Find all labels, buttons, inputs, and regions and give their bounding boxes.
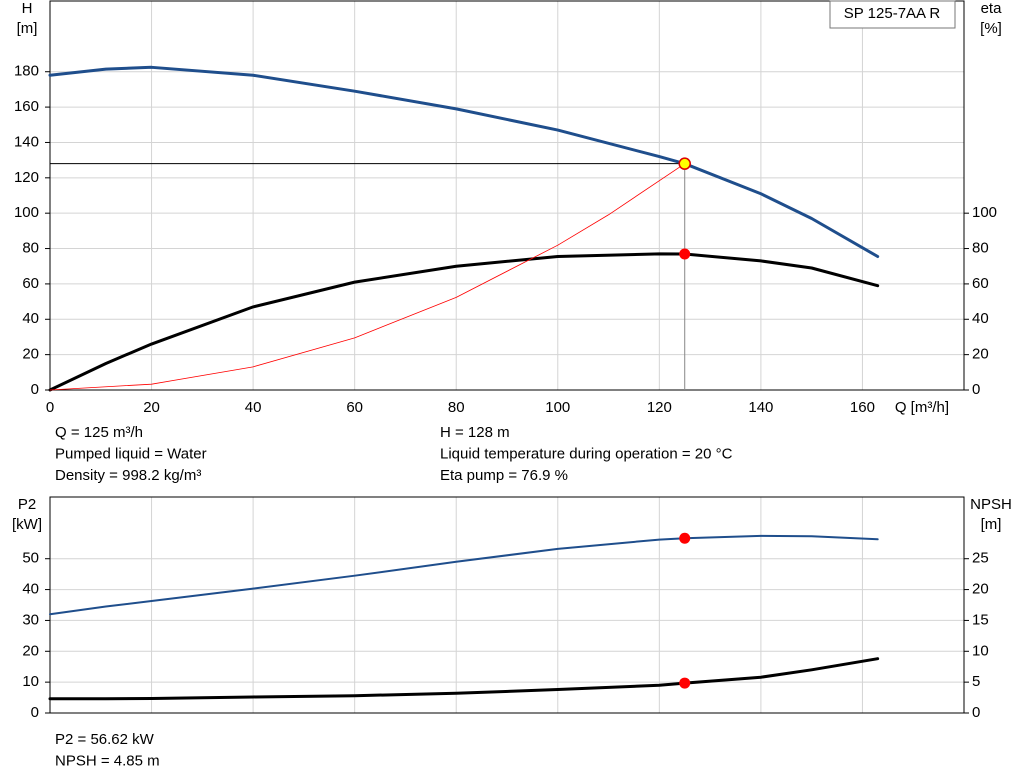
y2-tick-label: 5 (972, 673, 980, 690)
y-tick-label: 40 (22, 310, 39, 327)
x-tick-label: 60 (346, 399, 363, 416)
y-tick-label: 80 (22, 240, 39, 257)
x-tick-label: 20 (143, 399, 160, 416)
curve (48, 65, 880, 258)
info-text: Eta pump = 76.9 % (440, 467, 568, 484)
y2-tick-label: 20 (972, 346, 989, 363)
y2-tick-label: 25 (972, 550, 989, 567)
curve (48, 252, 880, 392)
y-tick-label: 160 (14, 98, 39, 115)
x-tick-label: 100 (545, 399, 570, 416)
plot-border (49, 0, 965, 391)
y2-tick-label: 0 (972, 381, 980, 398)
operating-point (679, 677, 691, 689)
y2-tick-label: 100 (972, 204, 997, 221)
x-tick-label: 140 (748, 399, 773, 416)
y-axis-unit: [m] (17, 20, 38, 37)
y-tick-label: 0 (31, 704, 39, 721)
x-tick-label: 120 (647, 399, 672, 416)
y-tick-label: 100 (14, 204, 39, 221)
info-text: Pumped liquid = Water (55, 445, 207, 462)
y2-tick-label: 20 (972, 581, 989, 598)
tag-label: SP 125-7AA R (844, 5, 941, 22)
info-text: Liquid temperature during operation = 20… (440, 445, 733, 462)
y2-tick-label: 40 (972, 310, 989, 327)
y-tick-label: 120 (14, 169, 39, 186)
plot-area (50, 497, 964, 713)
info-text: NPSH = 4.85 m (55, 752, 160, 769)
operating-point (679, 532, 691, 544)
y2-tick-label: 15 (972, 611, 989, 628)
y2-axis-unit: [%] (980, 20, 1002, 37)
y2-axis-label: NPSH (970, 496, 1012, 513)
y-tick-label: 20 (22, 642, 39, 659)
curve (49, 534, 879, 616)
y-axis-label: P2 (18, 496, 36, 513)
operating-point (678, 157, 691, 170)
y2-tick-label: 10 (972, 642, 989, 659)
info-text: P2 = 56.62 kW (55, 731, 155, 748)
y-tick-label: 180 (14, 63, 39, 80)
y-tick-label: 40 (22, 581, 39, 598)
tag-box (829, 0, 956, 29)
y2-tick-label: 80 (972, 240, 989, 257)
info-text: Density = 998.2 kg/m³ (55, 467, 201, 484)
y-axis-unit: [kW] (12, 516, 42, 533)
y-tick-label: 140 (14, 133, 39, 150)
y-tick-label: 0 (31, 381, 39, 398)
y-tick-label: 10 (22, 673, 39, 690)
x-tick-label: 80 (448, 399, 465, 416)
y-tick-label: 60 (22, 275, 39, 292)
y-tick-label: 20 (22, 346, 39, 363)
operating-point (679, 248, 691, 260)
x-tick-label: 160 (850, 399, 875, 416)
y-tick-label: 30 (22, 611, 39, 628)
info-text: H = 128 m (440, 424, 510, 441)
y2-axis-label: eta (981, 0, 1003, 17)
x-tick-label: 40 (245, 399, 262, 416)
y-axis-label: H (22, 0, 33, 17)
curve (49, 163, 686, 391)
x-axis-label: Q [m³/h] (895, 399, 949, 416)
info-text: Q = 125 m³/h (55, 424, 143, 441)
x-tick-label: 0 (46, 399, 54, 416)
plot-border (49, 496, 965, 714)
y-tick-label: 50 (22, 550, 39, 567)
y2-axis-unit: [m] (981, 516, 1002, 533)
y2-tick-label: 60 (972, 275, 989, 292)
curve (48, 657, 880, 701)
y2-tick-label: 0 (972, 704, 980, 721)
